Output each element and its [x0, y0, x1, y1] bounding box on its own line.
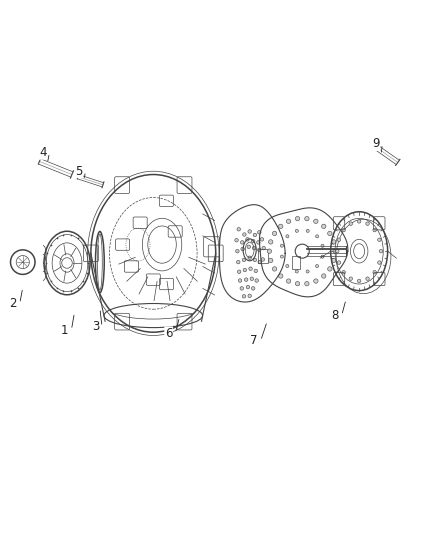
Circle shape: [258, 231, 261, 234]
Circle shape: [314, 219, 318, 223]
Circle shape: [305, 281, 309, 286]
Circle shape: [243, 233, 246, 236]
Text: 8: 8: [332, 309, 339, 322]
Circle shape: [247, 245, 251, 248]
Circle shape: [305, 216, 309, 221]
Circle shape: [332, 258, 336, 263]
Circle shape: [248, 230, 251, 233]
Circle shape: [286, 264, 289, 268]
Circle shape: [321, 255, 324, 258]
Circle shape: [261, 258, 265, 261]
Circle shape: [267, 249, 272, 253]
Circle shape: [378, 261, 381, 264]
Text: 9: 9: [372, 138, 380, 150]
Circle shape: [337, 238, 341, 241]
Circle shape: [306, 270, 309, 273]
Circle shape: [272, 266, 277, 271]
Circle shape: [238, 279, 242, 282]
Circle shape: [258, 248, 261, 252]
Circle shape: [321, 244, 324, 247]
Circle shape: [240, 287, 244, 290]
Circle shape: [295, 229, 298, 232]
Circle shape: [252, 246, 256, 250]
Circle shape: [268, 240, 273, 244]
Circle shape: [328, 266, 332, 271]
Circle shape: [366, 222, 369, 225]
Circle shape: [321, 274, 326, 278]
Circle shape: [357, 220, 361, 223]
Circle shape: [268, 258, 273, 263]
Circle shape: [251, 239, 255, 243]
Circle shape: [249, 267, 252, 270]
Circle shape: [328, 231, 332, 236]
Circle shape: [253, 233, 257, 237]
Circle shape: [342, 270, 346, 274]
Text: 4: 4: [39, 146, 47, 159]
Circle shape: [349, 277, 353, 280]
Circle shape: [315, 264, 318, 268]
Text: 5: 5: [75, 165, 82, 177]
Circle shape: [286, 279, 291, 283]
Circle shape: [243, 268, 247, 272]
Circle shape: [286, 219, 291, 223]
Circle shape: [373, 270, 376, 274]
Circle shape: [237, 270, 241, 273]
Circle shape: [235, 238, 238, 242]
Circle shape: [250, 277, 254, 280]
Circle shape: [295, 216, 300, 221]
Circle shape: [272, 231, 277, 236]
Circle shape: [314, 279, 318, 283]
Circle shape: [255, 279, 258, 282]
Circle shape: [342, 228, 346, 232]
Circle shape: [332, 240, 336, 244]
Text: 7: 7: [250, 335, 258, 348]
Circle shape: [254, 269, 258, 273]
Circle shape: [257, 241, 260, 244]
Circle shape: [251, 287, 255, 290]
Circle shape: [280, 255, 283, 258]
Circle shape: [316, 235, 319, 238]
Circle shape: [279, 224, 283, 229]
Circle shape: [246, 285, 250, 289]
Circle shape: [244, 278, 248, 281]
Circle shape: [295, 270, 298, 273]
Circle shape: [260, 238, 264, 241]
Circle shape: [379, 249, 383, 253]
Text: 6: 6: [165, 327, 173, 340]
Circle shape: [306, 229, 309, 232]
Circle shape: [366, 277, 369, 280]
Text: 3: 3: [92, 320, 99, 334]
Circle shape: [258, 260, 261, 264]
Circle shape: [337, 261, 341, 264]
Circle shape: [321, 224, 326, 229]
Circle shape: [262, 246, 265, 250]
Circle shape: [333, 249, 337, 253]
Circle shape: [248, 256, 251, 260]
Circle shape: [253, 258, 257, 262]
Circle shape: [241, 247, 244, 251]
Circle shape: [286, 235, 289, 238]
Circle shape: [280, 244, 283, 247]
Circle shape: [279, 274, 283, 278]
Circle shape: [378, 238, 381, 241]
Circle shape: [336, 249, 339, 253]
Circle shape: [357, 279, 361, 282]
Circle shape: [240, 241, 244, 244]
Circle shape: [246, 238, 249, 241]
Text: 2: 2: [9, 297, 17, 310]
Circle shape: [242, 295, 246, 298]
Circle shape: [295, 281, 300, 286]
Circle shape: [237, 260, 240, 264]
Circle shape: [236, 249, 239, 253]
Circle shape: [248, 294, 251, 297]
Circle shape: [237, 228, 240, 231]
Text: 1: 1: [61, 324, 69, 336]
Circle shape: [349, 222, 353, 225]
Circle shape: [373, 228, 376, 232]
Circle shape: [242, 258, 246, 262]
